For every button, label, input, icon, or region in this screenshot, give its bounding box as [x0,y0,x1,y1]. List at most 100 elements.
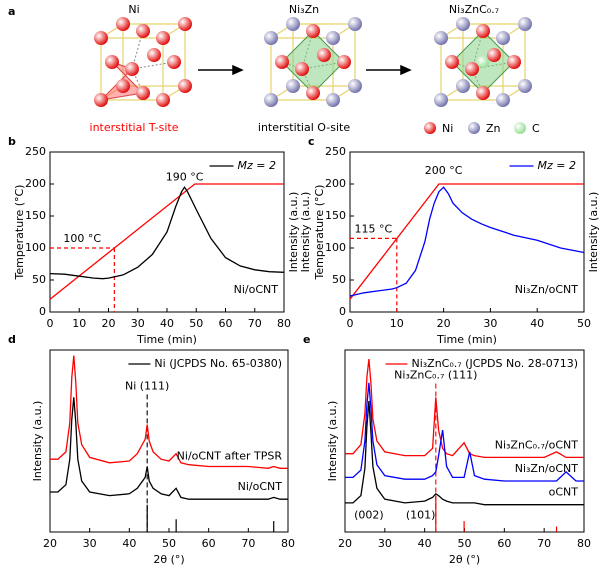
atom [156,93,170,107]
legend-label: Ni (JCPDS No. 65-0380) [154,357,282,370]
series-label: Ni₃ZnC₀.₇/oCNT [495,438,579,451]
atom [476,86,490,100]
legend-label: Mz = 2 [238,159,276,172]
atom [434,93,448,107]
series-line [50,355,288,469]
panel-label: b [8,135,16,148]
panel-label: a [8,5,15,18]
x-tick-label: 30 [83,537,97,550]
x-axis-label: Time (min) [136,333,197,346]
legend-atom [468,122,480,134]
y-tick-label: 0 [339,305,346,318]
legend-label: Ni₃ZnC₀.₇ (JCPDS No. 28-0713) [411,357,578,370]
atom [348,17,362,31]
x-tick-label: 20 [437,317,451,330]
annotation: 190 °C [166,170,204,183]
atom [487,48,501,62]
atom [264,93,278,107]
y-tick-label: 250 [25,145,46,158]
x-tick-label: 0 [47,317,54,330]
x-tick-label: 50 [577,317,591,330]
x-tick-label: 20 [102,317,116,330]
axes-frame [49,349,289,533]
series-label: Ni/oCNT after TPSR [177,449,283,462]
atom [167,55,181,69]
atom [156,31,170,45]
x-tick-label: 40 [122,537,136,550]
x-tick-label: 30 [378,537,392,550]
atom [136,86,150,100]
atom [434,31,448,45]
series-line [345,382,584,482]
x-tick-label: 0 [347,317,354,330]
panel-label: e [303,333,310,346]
atom [337,55,351,69]
atom [116,79,130,93]
x-tick-label: 50 [189,317,203,330]
series-line [349,183,584,300]
x-tick-label: 40 [418,537,432,550]
atom [456,17,470,31]
y-tick-label: 100 [325,241,346,254]
x-tick-label: 40 [160,317,174,330]
legend-atom [514,122,526,134]
structure-title: Ni [128,3,139,16]
atom [465,62,479,76]
atom [306,24,320,38]
atom [507,55,521,69]
atom [125,62,139,76]
annotation: Ni₃ZnC₀.₇ (111) [394,368,477,381]
series-line [49,183,284,300]
annotation: 100 °C [63,232,101,245]
x-tick-label: 60 [219,317,233,330]
series-line [49,186,285,280]
legend-atom [424,122,436,134]
x-tick-label: 50 [458,537,472,550]
series-line [345,359,584,459]
series-line [50,397,288,500]
y-tick-label: 100 [25,241,46,254]
x-tick-label: 30 [483,317,497,330]
x-tick-label: 70 [241,537,255,550]
x-axis-label: 2θ (°) [153,553,184,566]
atom [264,31,278,45]
series-label: Ni/oCNT [238,480,283,493]
atom [326,31,340,45]
x-tick-label: 20 [338,537,352,550]
atom [306,86,320,100]
series-label: oCNT [549,486,579,499]
y-tick-label: 200 [325,177,346,190]
y-tick-label: 150 [25,209,46,222]
atom [136,24,150,38]
atom [178,17,192,31]
axes-frame [349,151,585,313]
arrows [198,64,412,76]
x-tick-label: 80 [577,537,591,550]
y-tick-label: 200 [25,177,46,190]
atom [116,17,130,31]
atom [295,62,309,76]
atom [518,79,532,93]
x-tick-label: 10 [390,317,404,330]
atom [317,48,331,62]
atom [94,93,108,107]
y-axis-label: Temperature (°C) [13,185,26,281]
x-tick-label: 30 [131,317,145,330]
x-tick-label: 70 [248,317,262,330]
atom [477,56,489,68]
x-tick-label: 40 [530,317,544,330]
legend-label: C [532,122,540,135]
atom [476,24,490,38]
atom [105,55,119,69]
annotation: 115 °C [355,222,393,235]
series-line [345,400,584,506]
x-tick-label: 60 [497,537,511,550]
atom [456,79,470,93]
x-tick-label: 20 [43,537,57,550]
atom [178,79,192,93]
atom [275,55,289,69]
atom [496,31,510,45]
panel-label: c [308,135,315,148]
y-axis-label: Intensity (a.u.) [31,401,44,482]
annotation: Ni (111) [125,379,169,392]
